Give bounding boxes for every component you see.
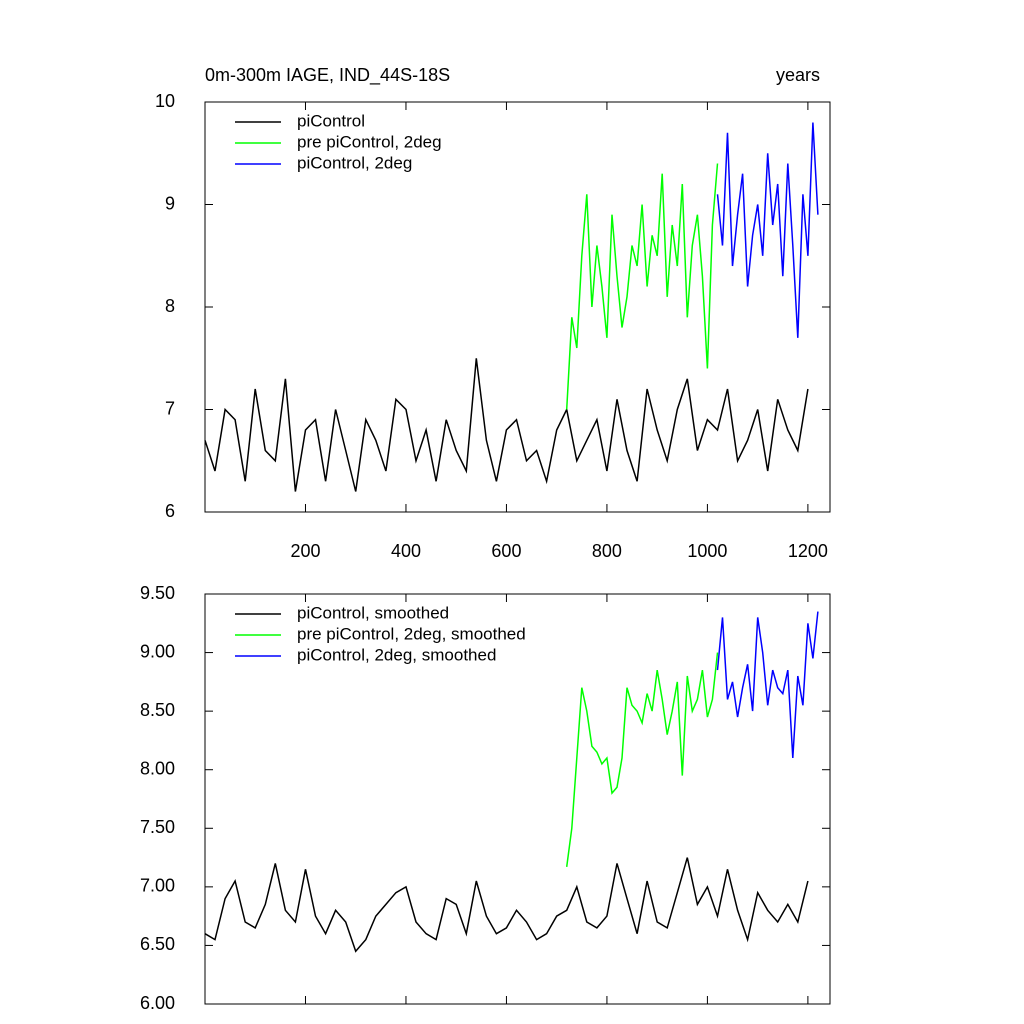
y-tick-label: 9 xyxy=(165,193,175,213)
series-line xyxy=(204,358,809,492)
x-tick-label: 600 xyxy=(491,541,521,561)
y-tick-label: 8.50 xyxy=(140,700,175,720)
x-tick-label: 400 xyxy=(391,541,421,561)
series-line xyxy=(716,122,819,338)
legend-label: piControl, 2deg xyxy=(297,153,412,172)
legend-label: piControl, smoothed xyxy=(297,603,449,622)
legend-label: pre piControl, 2deg, smoothed xyxy=(297,624,526,643)
y-tick-label: 10 xyxy=(155,91,175,111)
legend-label: piControl xyxy=(297,111,365,130)
y-tick-label: 8 xyxy=(165,296,175,316)
y-tick-label: 6.50 xyxy=(140,934,175,954)
y-tick-label: 6.00 xyxy=(140,993,175,1013)
series-line xyxy=(716,611,819,759)
legend-label: piControl, 2deg, smoothed xyxy=(297,645,496,664)
y-tick-label: 7 xyxy=(165,398,175,418)
x-tick-label: 800 xyxy=(592,541,622,561)
x-tick-label: 200 xyxy=(290,541,320,561)
series-line xyxy=(565,652,719,867)
x-tick-label: 1000 xyxy=(687,541,727,561)
series-line xyxy=(565,163,719,410)
units-label: years xyxy=(776,65,820,85)
y-tick-label: 7.50 xyxy=(140,817,175,837)
chart-title: 0m-300m IAGE, IND_44S-18S xyxy=(205,65,450,86)
y-tick-label: 8.00 xyxy=(140,758,175,778)
y-tick-label: 9.50 xyxy=(140,583,175,603)
series-line xyxy=(204,857,809,953)
plot-frame xyxy=(204,593,831,1005)
x-tick-label: 1200 xyxy=(788,541,828,561)
legend-label: pre piControl, 2deg xyxy=(297,132,442,151)
y-tick-label: 9.00 xyxy=(140,641,175,661)
y-tick-label: 7.00 xyxy=(140,876,175,896)
y-tick-label: 6 xyxy=(165,501,175,521)
